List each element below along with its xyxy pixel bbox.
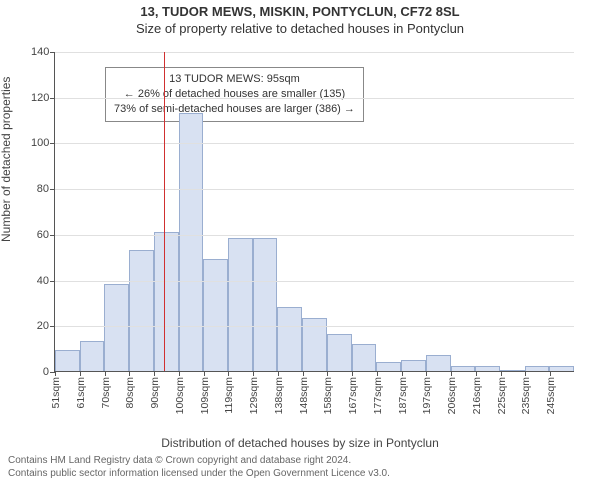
y-tick-label: 80	[31, 183, 55, 195]
x-tick-label: 225sqm	[494, 377, 508, 414]
attribution-line-1: Contains HM Land Registry data © Crown c…	[8, 454, 592, 467]
x-tick-label: 187sqm	[395, 377, 409, 414]
marker-line	[164, 52, 166, 371]
histogram-bar	[80, 341, 105, 371]
x-tick-mark	[327, 371, 328, 376]
x-tick-label: 90sqm	[147, 377, 161, 409]
x-tick-mark	[352, 371, 353, 376]
gridline-h	[55, 326, 574, 327]
x-tick-mark	[253, 371, 254, 376]
x-tick-label: 100sqm	[172, 377, 186, 414]
histogram-bar	[277, 307, 302, 371]
plot-region: 13 TUDOR MEWS: 95sqm ← 26% of detached h…	[54, 52, 574, 372]
x-tick-mark	[228, 371, 229, 376]
histogram-bar	[154, 232, 179, 371]
x-tick-label: 197sqm	[419, 377, 433, 414]
gridline-h	[55, 189, 574, 190]
histogram-bar	[253, 238, 278, 371]
x-tick-label: 80sqm	[122, 377, 136, 409]
x-tick-mark	[278, 371, 279, 376]
histogram-bar	[451, 366, 476, 371]
x-tick-mark	[451, 371, 452, 376]
histogram-bar	[203, 259, 228, 371]
gridline-h	[55, 143, 574, 144]
x-tick-mark	[402, 371, 403, 376]
x-tick-mark	[476, 371, 477, 376]
x-tick-mark	[55, 371, 56, 376]
x-tick-label: 177sqm	[370, 377, 384, 414]
histogram-bar	[104, 284, 129, 371]
histogram-bar	[500, 370, 525, 371]
x-tick-mark	[80, 371, 81, 376]
x-tick-mark	[303, 371, 304, 376]
x-tick-mark	[154, 371, 155, 376]
x-tick-label: 109sqm	[197, 377, 211, 414]
x-tick-label: 216sqm	[469, 377, 483, 414]
x-tick-mark	[105, 371, 106, 376]
y-axis-label: Number of detached properties	[0, 77, 13, 242]
y-tick-label: 20	[31, 320, 55, 332]
histogram-bar	[401, 360, 426, 371]
histogram-bar	[129, 250, 154, 371]
page-subtitle: Size of property relative to detached ho…	[0, 21, 600, 36]
attribution-block: Contains HM Land Registry data © Crown c…	[0, 450, 600, 480]
histogram-bar	[426, 355, 451, 371]
y-tick-label: 60	[31, 229, 55, 241]
gridline-h	[55, 52, 574, 53]
x-tick-label: 70sqm	[98, 377, 112, 409]
y-tick-label: 40	[31, 275, 55, 287]
chart-area: Number of detached properties 13 TUDOR M…	[0, 42, 600, 432]
histogram-bar	[55, 350, 80, 371]
x-tick-label: 206sqm	[444, 377, 458, 414]
x-tick-mark	[377, 371, 378, 376]
x-tick-mark	[501, 371, 502, 376]
x-tick-mark	[179, 371, 180, 376]
x-tick-label: 235sqm	[518, 377, 532, 414]
x-tick-label: 61sqm	[73, 377, 87, 409]
x-tick-label: 129sqm	[246, 377, 260, 414]
histogram-bar	[352, 344, 377, 371]
histogram-bar	[549, 366, 574, 371]
histogram-bars	[55, 52, 574, 371]
y-tick-label: 120	[31, 92, 55, 104]
x-tick-label: 167sqm	[345, 377, 359, 414]
x-axis-label: Distribution of detached houses by size …	[0, 436, 600, 450]
y-tick-label: 100	[31, 137, 55, 149]
x-tick-label: 138sqm	[271, 377, 285, 414]
x-tick-label: 245sqm	[543, 377, 557, 414]
x-tick-label: 148sqm	[296, 377, 310, 414]
page-title: 13, TUDOR MEWS, MISKIN, PONTYCLUN, CF72 …	[0, 4, 600, 19]
y-tick-label: 140	[31, 46, 55, 58]
gridline-h	[55, 98, 574, 99]
x-tick-mark	[426, 371, 427, 376]
gridline-h	[55, 235, 574, 236]
histogram-bar	[376, 362, 401, 371]
x-tick-label: 158sqm	[320, 377, 334, 414]
histogram-bar	[228, 238, 253, 371]
histogram-bar	[475, 366, 500, 371]
attribution-line-2: Contains public sector information licen…	[8, 467, 592, 480]
x-tick-mark	[525, 371, 526, 376]
x-tick-mark	[129, 371, 130, 376]
x-tick-label: 119sqm	[221, 377, 235, 414]
histogram-bar	[327, 334, 352, 371]
histogram-bar	[179, 113, 204, 371]
x-tick-mark	[204, 371, 205, 376]
x-tick-mark	[550, 371, 551, 376]
histogram-bar	[525, 366, 550, 371]
gridline-h	[55, 281, 574, 282]
x-tick-label: 51sqm	[48, 377, 62, 409]
